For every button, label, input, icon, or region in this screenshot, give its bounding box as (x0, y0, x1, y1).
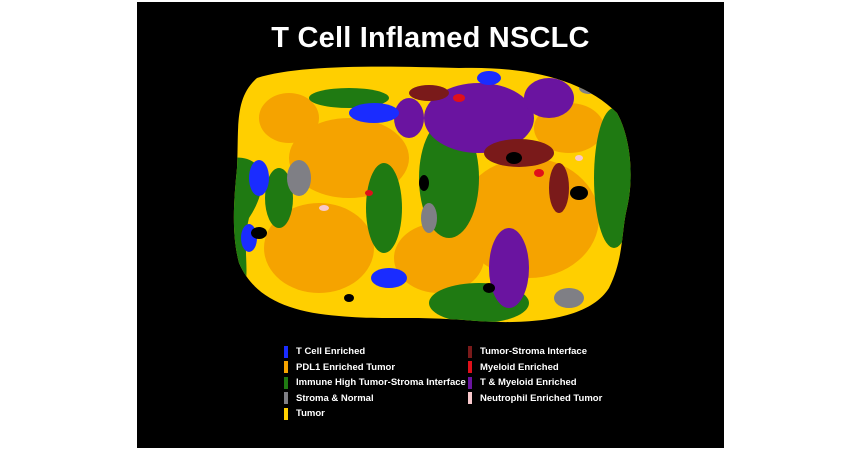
tissue-section-image (233, 66, 631, 323)
legend-item: PDL1 Enriched Tumor (284, 360, 466, 376)
legend-item: Stroma & Normal (284, 391, 466, 407)
legend-item: Neutrophil Enriched Tumor (468, 391, 602, 407)
legend-item: T Cell Enriched (284, 344, 466, 360)
slide: T Cell Inflamed NSCLC (137, 2, 724, 448)
slide-title: T Cell Inflamed NSCLC (271, 22, 590, 54)
legend-swatch (284, 361, 288, 374)
legend-item: T & Myeloid Enriched (468, 375, 602, 391)
legend-swatch (284, 376, 288, 389)
legend-item: Tumor-Stroma Interface (468, 344, 602, 360)
legend-left: T Cell Enriched PDL1 Enriched Tumor Immu… (284, 344, 466, 422)
legend-swatch (284, 392, 288, 405)
legend-swatch (468, 361, 472, 374)
legend-item: Tumor (284, 406, 466, 422)
legend-swatch (468, 376, 472, 389)
legend-swatch (284, 345, 288, 358)
legend-right: Tumor-Stroma Interface Myeloid Enriched … (468, 344, 602, 406)
legend-item: Myeloid Enriched (468, 360, 602, 376)
legend-swatch (284, 407, 288, 420)
legend-swatch (468, 345, 472, 358)
legend-swatch (468, 392, 472, 405)
legend-item: Immune High Tumor-Stroma Interface (284, 375, 466, 391)
